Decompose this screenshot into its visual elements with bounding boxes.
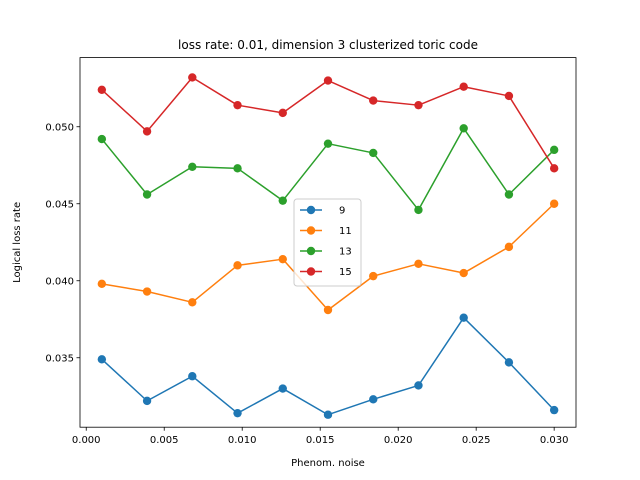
data-point-15 [188, 73, 197, 82]
data-point-15 [142, 127, 152, 136]
y-tick-label: 0.035 [45, 353, 74, 364]
legend: 9 11 13 15 [293, 198, 362, 287]
y-axis-label: Logical loss rate [12, 202, 23, 283]
data-point-11 [278, 254, 287, 264]
data-point-9 [97, 355, 107, 364]
chart-title: loss rate: 0.01, dimension 3 clusterized… [178, 38, 478, 52]
series-15 [97, 73, 559, 173]
data-point-15 [97, 85, 107, 94]
data-point-13 [414, 205, 423, 215]
legend-label-15: 15 [339, 267, 352, 278]
series-11 [97, 199, 559, 315]
data-point-13 [459, 124, 468, 133]
data-point-11 [97, 279, 107, 289]
legend-box [293, 198, 362, 287]
data-point-13 [278, 196, 287, 205]
data-point-9 [142, 396, 152, 406]
data-point-13 [142, 190, 152, 199]
legend-label-9: 9 [339, 206, 345, 217]
x-tick-label: 0.025 [462, 435, 491, 446]
legend-marker-15 [306, 267, 316, 276]
data-point-15 [504, 91, 514, 101]
data-point-11 [459, 268, 468, 278]
data-point-13 [188, 162, 197, 171]
data-point-15 [549, 164, 559, 173]
data-point-9 [549, 405, 559, 415]
series-9 [97, 313, 559, 419]
axes-frame [79, 57, 577, 428]
data-point-9 [504, 358, 514, 367]
legend-marker-13 [306, 246, 316, 256]
legend-label-11: 11 [339, 226, 352, 237]
data-point-9 [233, 408, 242, 418]
data-point-15 [459, 82, 468, 91]
x-axis: 0.000 0.005 0.010 0.015 0.020 0.025 0.030 [72, 427, 569, 446]
data-point-11 [549, 199, 559, 208]
data-point-13 [549, 145, 559, 155]
y-axis: 0.035 0.040 0.045 0.050 [45, 122, 80, 364]
data-point-15 [278, 108, 287, 118]
x-tick-label: 0.030 [540, 435, 569, 446]
data-point-13 [97, 134, 107, 144]
data-point-9 [323, 410, 333, 419]
data-point-13 [369, 148, 378, 158]
x-axis-label: Phenom. noise [291, 458, 365, 469]
y-tick-label: 0.050 [45, 122, 74, 133]
data-point-9 [369, 395, 378, 404]
data-point-11 [504, 242, 514, 252]
data-point-9 [188, 372, 197, 381]
data-point-11 [233, 261, 242, 270]
legend-label-13: 13 [339, 247, 352, 258]
x-tick-label: 0.020 [384, 435, 413, 446]
data-point-9 [414, 381, 423, 390]
legend-marker-9 [306, 205, 316, 215]
data-point-9 [459, 313, 468, 322]
x-tick-label: 0.010 [228, 435, 257, 446]
x-tick-label: 0.005 [150, 435, 179, 446]
data-point-15 [369, 96, 378, 105]
data-point-11 [323, 305, 333, 315]
data-point-13 [323, 139, 333, 148]
x-tick-label: 0.000 [72, 435, 101, 446]
data-point-13 [504, 190, 514, 199]
data-point-11 [188, 298, 197, 307]
data-point-11 [414, 259, 423, 269]
data-point-9 [278, 384, 287, 393]
legend-marker-11 [306, 226, 316, 235]
y-tick-label: 0.040 [45, 276, 74, 287]
data-point-15 [233, 100, 242, 110]
data-point-13 [233, 164, 242, 173]
data-point-11 [369, 271, 378, 281]
x-tick-label: 0.015 [306, 435, 335, 446]
y-tick-label: 0.045 [45, 199, 74, 210]
data-point-11 [142, 287, 152, 296]
data-point-15 [414, 100, 423, 110]
data-point-15 [323, 76, 333, 85]
series-13 [97, 124, 559, 215]
plot-area [97, 73, 559, 419]
